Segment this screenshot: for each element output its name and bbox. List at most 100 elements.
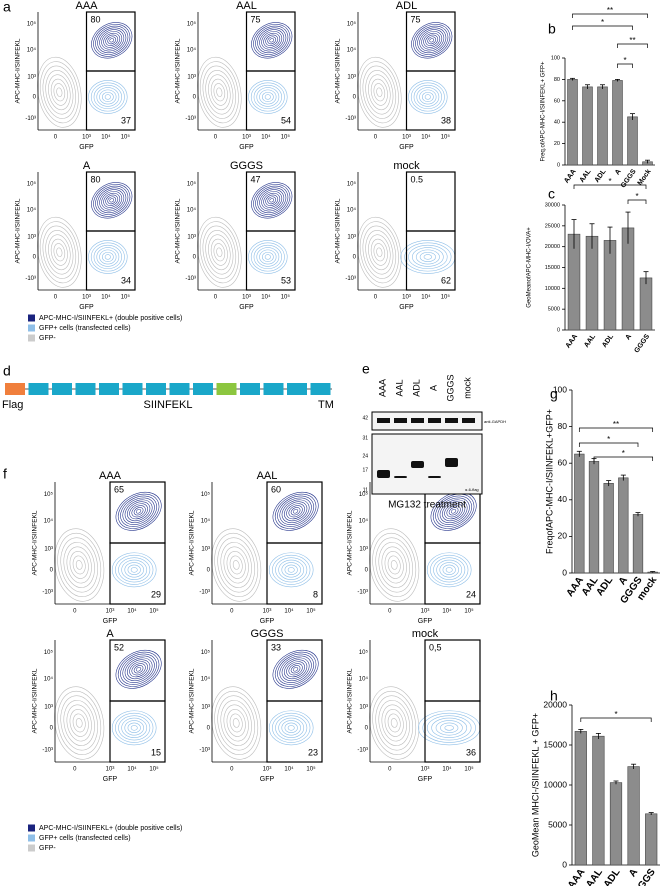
contour	[293, 509, 299, 514]
y-tick-label: 15000	[545, 265, 560, 271]
segment	[99, 383, 119, 395]
contour	[121, 717, 148, 738]
y-tick-label: 5000	[548, 819, 567, 829]
x-tick-label: 10⁴	[421, 134, 431, 141]
contour	[283, 659, 308, 680]
contour	[362, 65, 397, 119]
contour	[48, 234, 71, 271]
contour	[210, 78, 228, 106]
x-tick-label: 10⁵	[149, 766, 159, 773]
y-tick-label: -10³	[185, 276, 196, 282]
y-axis-label: APC-MHC-I/SIINFEKL	[189, 510, 196, 575]
x-axis-label: GFP	[418, 618, 433, 625]
contour	[279, 497, 312, 525]
contour	[359, 61, 399, 124]
gate-value: 15	[151, 747, 161, 757]
contour	[444, 503, 463, 520]
contour	[267, 36, 277, 45]
contour	[97, 187, 127, 214]
bar	[612, 80, 623, 166]
contour	[429, 38, 435, 43]
x-tick-label: 10⁵	[281, 294, 291, 301]
contour	[202, 225, 237, 279]
significance-bracket	[617, 43, 648, 48]
plot-title: AAA	[99, 470, 122, 482]
gate-value: 65	[114, 484, 124, 494]
contour	[115, 491, 162, 531]
panel-label: d	[3, 363, 11, 379]
legend-swatch	[28, 314, 35, 322]
contour	[88, 240, 128, 274]
contour	[384, 551, 404, 579]
contour	[419, 89, 437, 105]
x-tick-label: 10³	[106, 767, 115, 773]
y-tick-label: -10³	[199, 589, 210, 595]
y-axis-label: FreqofAPC-MHC-I/SIINFEKL+GFP+	[544, 409, 554, 554]
contour	[50, 78, 68, 106]
panel-label: f	[3, 466, 7, 482]
contour	[442, 564, 456, 576]
contour	[370, 238, 388, 266]
contour	[281, 499, 310, 524]
y-tick-label: -10³	[357, 589, 368, 595]
contour	[251, 182, 293, 219]
y-tick-label: 0	[193, 95, 197, 101]
legend-label: APC-MHC-I/SIINFEKL+ (double positive cel…	[39, 315, 182, 322]
contour	[199, 221, 239, 284]
contour	[56, 87, 63, 97]
contour	[387, 713, 401, 733]
contour	[210, 238, 228, 266]
contour	[223, 546, 249, 584]
y-tick-label: -10³	[185, 116, 196, 122]
blot-gapdh	[371, 411, 483, 431]
contour	[413, 84, 442, 110]
x-tick-label: 10⁵	[441, 294, 451, 301]
construct-label: TM	[318, 399, 334, 411]
contour	[104, 254, 111, 260]
contour	[133, 665, 144, 674]
x-tick-label: 0	[54, 135, 58, 141]
band	[394, 418, 407, 423]
mw-marker: 11	[363, 487, 368, 493]
lane-label: AAA	[377, 379, 387, 397]
x-axis-label: GFP	[399, 304, 414, 311]
band	[411, 461, 424, 468]
lane-label: AAL	[394, 379, 404, 396]
contour	[127, 564, 141, 576]
contour	[127, 722, 141, 734]
bar	[574, 731, 587, 866]
y-tick-label: 10⁵	[201, 491, 211, 498]
contour	[412, 247, 444, 267]
contour	[232, 560, 240, 570]
contour	[63, 541, 95, 588]
contour	[272, 649, 319, 689]
y-tick-label: -10³	[42, 589, 53, 595]
legend-label: GFP+ cells (transfected cells)	[39, 325, 131, 332]
y-axis-label: APC-MHC-I/SIINFEKL	[189, 668, 196, 733]
contour	[93, 23, 131, 57]
contour	[359, 221, 399, 284]
contour	[365, 70, 394, 115]
contour	[372, 532, 417, 598]
y-tick-label: 10000	[545, 286, 560, 292]
y-axis-label: APC-MHC-I/SIINFEKL	[32, 668, 39, 733]
segment	[193, 383, 213, 395]
contour	[109, 38, 115, 43]
contour	[133, 507, 144, 516]
bar	[597, 86, 608, 166]
bar	[592, 735, 605, 866]
contour	[118, 715, 151, 741]
contour	[424, 94, 431, 100]
contour	[272, 712, 311, 743]
x-tick-label: 10⁵	[464, 766, 474, 773]
contour	[288, 663, 303, 676]
contour	[66, 704, 92, 742]
y-tick-label: 10⁴	[359, 676, 369, 683]
y-tick-label: 0	[50, 567, 54, 573]
gate	[405, 230, 456, 291]
contour	[213, 83, 226, 102]
y-tick-label: 0	[353, 95, 357, 101]
contour	[216, 247, 223, 257]
panel-label: e	[362, 361, 370, 377]
gate-value: 75	[251, 14, 261, 24]
